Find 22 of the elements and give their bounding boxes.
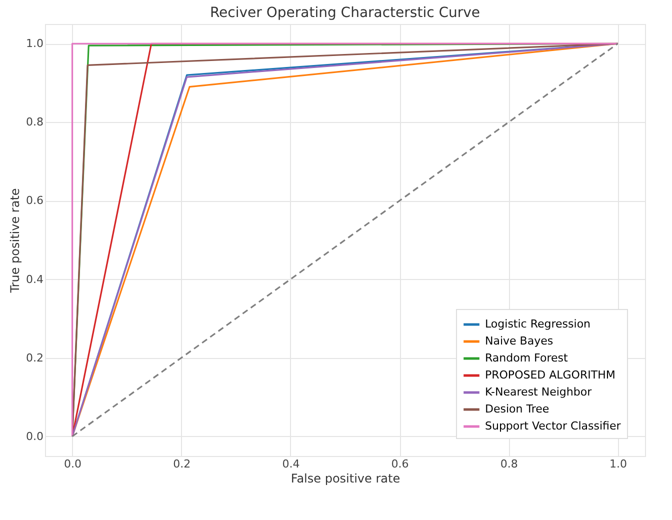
legend-label: Support Vector Classifier <box>485 420 622 432</box>
x-tick-label: 1.0 <box>609 458 627 470</box>
y-tick-label: 0.6 <box>26 194 44 208</box>
y-tick-label: 0.8 <box>26 116 44 129</box>
x-axis-title: False positive rate <box>290 472 400 486</box>
x-tick-label: 0.8 <box>500 458 518 470</box>
y-tick-label: 0.2 <box>26 351 44 364</box>
y-tick-label: 1.0 <box>26 37 44 50</box>
x-tick-label: 0.0 <box>64 458 82 470</box>
y-tick-label: 0.0 <box>26 430 44 443</box>
x-tick-label: 0.2 <box>173 458 191 470</box>
x-tick-label: 0.4 <box>282 458 300 470</box>
chart-title: Reciver Operating Characterstic Curve <box>210 5 480 21</box>
legend-label: PROPOSED ALGORITHM <box>485 368 616 382</box>
legend-label: Logistic Regression <box>485 318 591 330</box>
legend-label: Desion Tree <box>485 402 550 416</box>
legend-label: Random Forest <box>485 352 568 364</box>
legend-label: Naive Bayes <box>485 334 554 348</box>
legend-label: K-Nearest Neighbor <box>485 386 592 398</box>
y-tick-label: 0.4 <box>26 272 44 286</box>
y-axis-title: True positive rate <box>8 188 22 294</box>
x-tick-label: 0.6 <box>391 458 409 470</box>
